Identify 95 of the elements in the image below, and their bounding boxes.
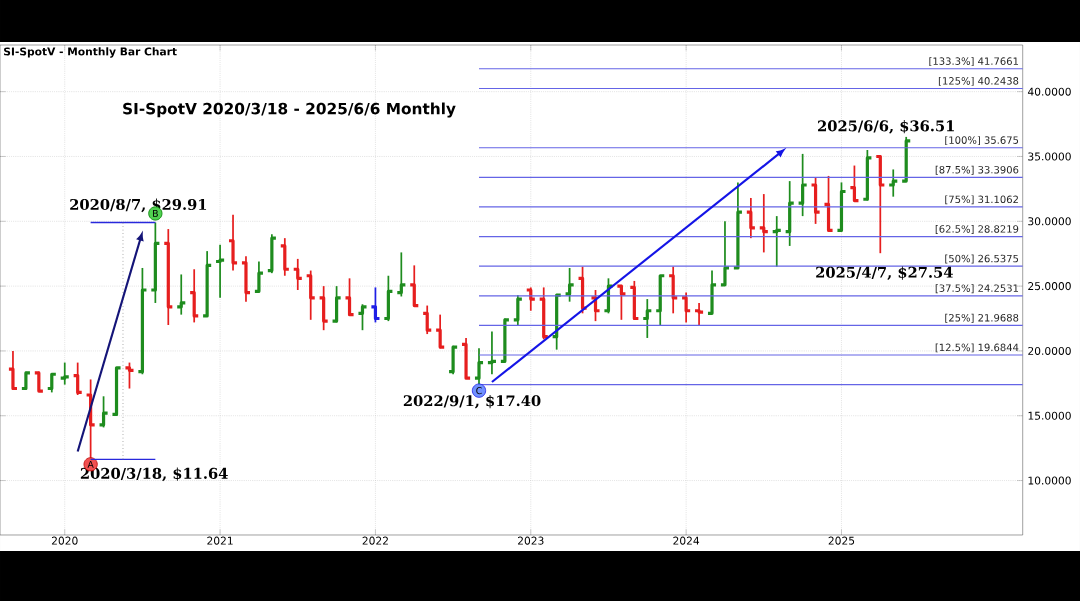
ref-line-label: [87.5%] 33.3906: [935, 165, 1019, 175]
candlestick: [512, 294, 524, 326]
candlestick: [123, 361, 136, 390]
x-tick-label: 2025: [828, 536, 855, 545]
annotation: A: [87, 460, 94, 468]
annotation: B: [153, 210, 158, 217]
annotation: 2022/9/1, $17.40: [403, 394, 541, 409]
y-tick-label: 10.0000: [1028, 476, 1071, 485]
candlestick: [589, 289, 602, 322]
candlestick: [576, 265, 589, 315]
candlestick: [538, 286, 550, 341]
candlestick: [369, 286, 382, 324]
x-tick-label: 2020: [51, 536, 78, 545]
candlestick: [874, 154, 886, 255]
candlestick: [72, 361, 84, 396]
candlestick: [771, 215, 783, 268]
annotation: 2025/4/7, $27.54: [816, 266, 953, 281]
x-tick-label: 2024: [673, 536, 700, 545]
candlestick: [7, 350, 19, 391]
annotation: 2025/6/6, $36.51: [818, 120, 954, 134]
y-tick-label: 25.0000: [1028, 282, 1071, 291]
ref-line-label: [62.5%] 28.8219: [935, 224, 1019, 234]
candlestick: [641, 298, 653, 339]
candlestick: [822, 175, 835, 233]
candlestick: [628, 280, 640, 321]
ref-line-label: [133.3%] 41.7661: [929, 57, 1019, 67]
candlestick: [20, 370, 32, 391]
candlestick: [253, 260, 265, 294]
ref-line-label: [50%] 26.5375: [945, 254, 1019, 264]
candlestick: [201, 250, 213, 318]
y-tick-label: 40.0000: [1027, 87, 1071, 96]
candlestick: [33, 370, 45, 393]
x-tick-label: 2022: [362, 536, 388, 545]
x-tick-label: 2021: [207, 536, 233, 545]
candlestick: [654, 274, 666, 326]
candlestick: [305, 269, 317, 321]
candlestick: [318, 285, 330, 332]
candlestick: [706, 269, 718, 315]
annotation: 2020/3/18, $11.64: [80, 467, 228, 482]
candlestick: [343, 277, 356, 317]
candlestick: [421, 304, 433, 335]
y-tick-label: 15.0000: [1028, 411, 1071, 420]
candlestick: [175, 273, 187, 316]
candlestick: [460, 337, 472, 380]
candlestick: [809, 176, 822, 225]
y-tick-label: 30.0000: [1028, 217, 1071, 226]
candlestick: [356, 303, 369, 332]
candlestick: [848, 164, 861, 203]
candlestick: [745, 197, 757, 240]
text: SI-SpotV 2020/3/18 - 2025/6/6 Monthly: [123, 102, 456, 118]
annotation: C: [476, 387, 482, 395]
candlestick: [330, 285, 343, 324]
candlestick: [162, 228, 174, 326]
candlestick: [266, 233, 278, 275]
ref-line-label: [37.5%] 24.2531: [935, 284, 1019, 294]
candlestick: [719, 220, 731, 287]
ref-line-label: [12.5%] 19.6844: [935, 343, 1019, 353]
candlestick: [97, 395, 110, 429]
candlestick: [447, 344, 459, 376]
ref-line-label: [75%] 31.1062: [945, 195, 1018, 205]
candlestick: [797, 153, 809, 217]
candlestick: [292, 258, 304, 291]
candlestick: [732, 181, 744, 270]
candlestick: [835, 181, 848, 233]
candlestick: [784, 180, 796, 247]
candlestick: [382, 274, 395, 322]
candlestick: [667, 265, 679, 315]
candlestick: [110, 366, 123, 417]
candlestick: [408, 264, 420, 308]
candlestick: [434, 313, 446, 350]
candlestick: [227, 213, 239, 272]
y-tick-label: 35.0000: [1028, 152, 1071, 161]
candlestick: [240, 255, 252, 303]
candlestick: [758, 193, 770, 254]
ref-line-label: [125%] 40.2438: [938, 76, 1019, 86]
x-tick-label: 2023: [517, 536, 544, 545]
candlestick: [59, 361, 71, 386]
candlestick: [136, 267, 149, 376]
candlestick: [680, 291, 692, 324]
candlestick: [861, 149, 874, 202]
candlestick: [887, 168, 899, 198]
y-tick-label: 20.0000: [1028, 346, 1071, 355]
candlestick: [149, 221, 161, 304]
candlestick: [563, 267, 576, 303]
candlestick: [188, 268, 200, 324]
candlestick: [46, 372, 58, 394]
ref-line-label: [25%] 21.9688: [945, 313, 1019, 323]
candlestick: [693, 302, 705, 326]
ref-line-label: [100%] 35.675: [945, 136, 1019, 146]
candlestick: [279, 237, 291, 277]
chart-title: SI-SpotV - Monthly Bar Chart: [4, 47, 177, 58]
candlestick: [900, 136, 912, 183]
candlestick: [395, 251, 407, 298]
candlestick: [525, 286, 537, 312]
candlestick: [499, 317, 511, 364]
